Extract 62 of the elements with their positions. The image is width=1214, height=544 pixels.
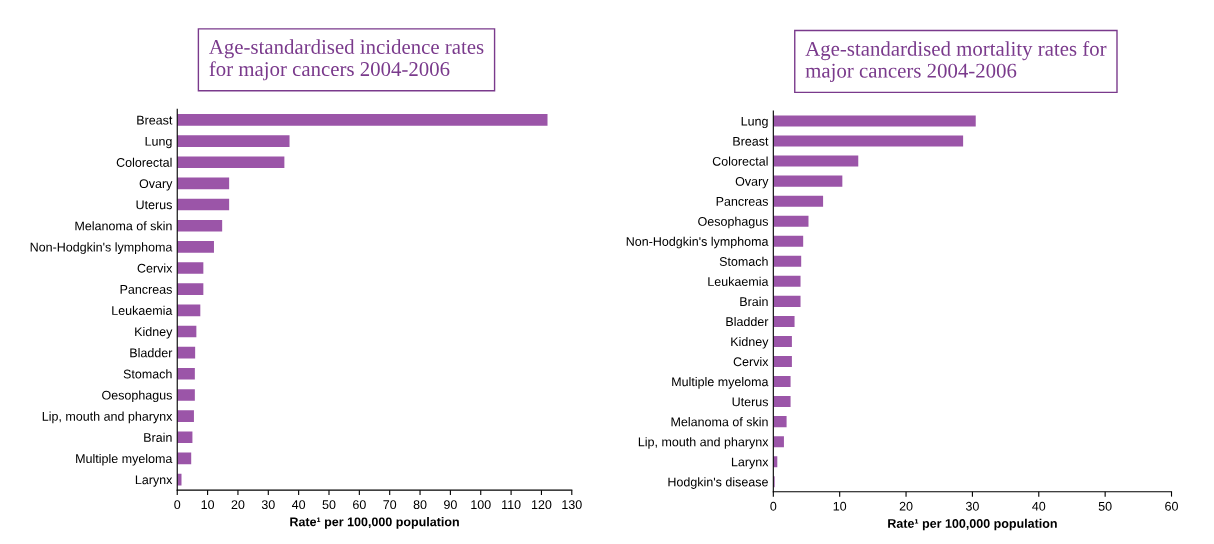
y-tick-label: Multiple myeloma <box>672 377 769 389</box>
y-tick-label: Bladder <box>130 348 173 358</box>
y-tick-label: Non-Hodgkin's lymphoma <box>626 236 769 249</box>
y-tick-label: Breast <box>137 115 173 125</box>
y-tick-label: Kidney <box>135 326 173 339</box>
y-tick-label: Pancreas <box>120 285 172 294</box>
x-tick-label: 20 <box>231 500 245 510</box>
y-tick-label: Kidney <box>731 336 769 349</box>
y-tick-label: Hodgkin's disease <box>668 477 768 489</box>
y-tick-label: Melanoma of skin <box>671 417 768 427</box>
y-tick-label: Brain <box>144 432 172 442</box>
y-tick-label: Ovary <box>735 176 769 189</box>
chart-title: Age-standardised mortality rates for major cancers 2004-2006 <box>805 41 1107 82</box>
x-tick-label: 0 <box>174 500 181 510</box>
y-tick-label: Brain <box>740 296 768 307</box>
x-tick-label: 110 <box>502 500 521 510</box>
y-tick-label: Uterus <box>136 200 172 210</box>
y-tick-label: Lip, mouth and pharynx <box>42 411 173 424</box>
x-tick-label: 40 <box>1032 501 1046 511</box>
x-tick-label: 80 <box>413 500 427 510</box>
y-tick-label: Colorectal <box>712 156 768 166</box>
y-tick-label: Oesophagus <box>698 216 769 229</box>
x-axis-title: Rate¹ per 100,000 population <box>888 518 1057 531</box>
chart-title: Age-standardised incidence rates for major cancers 2004-2006 <box>209 39 484 81</box>
y-tick-label: Larynx <box>731 457 769 469</box>
y-tick-label: Leukaemia <box>112 305 173 315</box>
x-tick-label: 100 <box>471 500 491 510</box>
x-tick-label: 30 <box>965 501 979 511</box>
y-tick-label: Lung <box>145 137 172 149</box>
y-tick-label: Pancreas <box>716 197 769 206</box>
y-tick-label: Bladder <box>726 316 769 327</box>
x-tick-label: 50 <box>1098 501 1112 511</box>
y-tick-label: Colorectal <box>116 157 172 167</box>
y-tick-label: Melanoma of skin <box>75 221 172 231</box>
y-tick-label: Cervix <box>137 263 173 273</box>
x-tick-label: 40 <box>291 500 306 510</box>
y-tick-label: Ovary <box>139 179 173 191</box>
y-tick-label: Stomach <box>719 256 768 266</box>
y-tick-label: Leukaemia <box>708 276 769 286</box>
x-tick-label: 10 <box>833 501 847 511</box>
y-tick-label: Breast <box>733 136 769 146</box>
x-tick-label: 130 <box>562 500 582 510</box>
x-axis-title: Rate¹ per 100,000 population <box>290 517 459 529</box>
x-tick-label: 0 <box>770 501 777 511</box>
x-tick-label: 60 <box>353 500 366 510</box>
x-tick-label: 120 <box>531 500 552 510</box>
y-tick-label: Non-Hodgkin's lymphoma <box>30 242 173 254</box>
y-tick-label: Larynx <box>135 475 173 487</box>
y-tick-label: Lung <box>741 116 768 129</box>
x-tick-label: 10 <box>201 500 215 510</box>
x-tick-label: 70 <box>383 500 397 510</box>
x-tick-label: 30 <box>261 500 275 510</box>
y-tick-label: Lip, mouth and pharynx <box>638 437 769 449</box>
x-tick-label: 90 <box>444 500 457 510</box>
x-tick-label: 50 <box>322 500 336 510</box>
y-tick-label: Multiple myeloma <box>76 453 173 466</box>
y-tick-label: Stomach <box>123 369 172 379</box>
y-tick-label: Oesophagus <box>102 390 172 403</box>
y-tick-label: Uterus <box>732 397 769 407</box>
y-tick-label: Cervix <box>733 356 769 367</box>
x-tick-label: 20 <box>899 501 913 511</box>
x-tick-label: 60 <box>1165 501 1178 511</box>
